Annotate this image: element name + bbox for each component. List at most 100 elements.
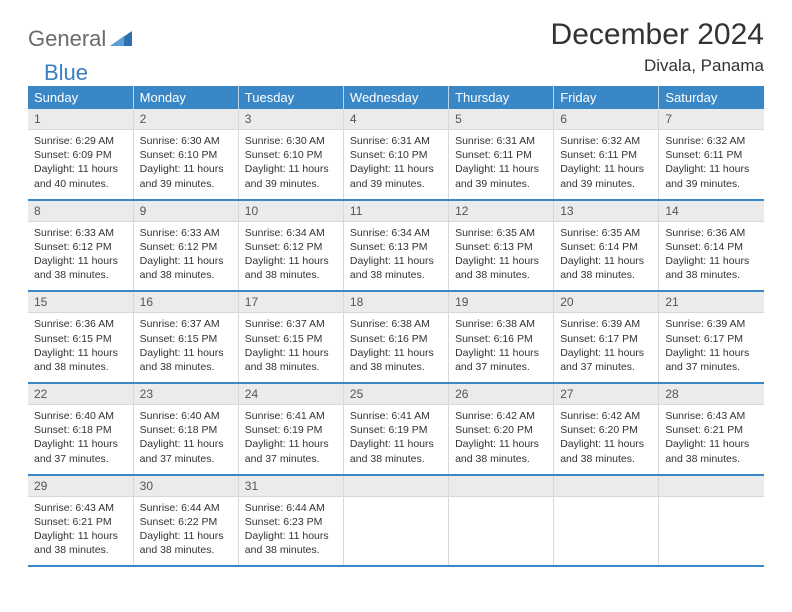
- calendar-day-cell: 7Sunrise: 6:32 AMSunset: 6:11 PMDaylight…: [659, 109, 764, 200]
- day-details: Sunrise: 6:42 AMSunset: 6:20 PMDaylight:…: [554, 405, 658, 474]
- day-details: Sunrise: 6:34 AMSunset: 6:13 PMDaylight:…: [344, 222, 448, 291]
- calendar-day-cell: 4Sunrise: 6:31 AMSunset: 6:10 PMDaylight…: [343, 109, 448, 200]
- page-header: General December 2024 Divala, Panama: [28, 18, 764, 76]
- calendar-day-cell: 22Sunrise: 6:40 AMSunset: 6:18 PMDayligh…: [28, 383, 133, 475]
- day-details: Sunrise: 6:40 AMSunset: 6:18 PMDaylight:…: [134, 405, 238, 474]
- month-title: December 2024: [551, 18, 764, 52]
- day-number: 4: [344, 109, 448, 130]
- calendar-day-cell: 17Sunrise: 6:37 AMSunset: 6:15 PMDayligh…: [238, 291, 343, 383]
- day-number: 25: [344, 384, 448, 405]
- day-number: 19: [449, 292, 553, 313]
- calendar-page: General December 2024 Divala, Panama Blu…: [0, 0, 792, 567]
- day-number: 15: [28, 292, 133, 313]
- day-details: Sunrise: 6:30 AMSunset: 6:10 PMDaylight:…: [134, 130, 238, 199]
- calendar-day-cell: 18Sunrise: 6:38 AMSunset: 6:16 PMDayligh…: [343, 291, 448, 383]
- title-block: December 2024 Divala, Panama: [551, 18, 764, 76]
- day-details: Sunrise: 6:33 AMSunset: 6:12 PMDaylight:…: [28, 222, 133, 291]
- calendar-day-cell: 26Sunrise: 6:42 AMSunset: 6:20 PMDayligh…: [449, 383, 554, 475]
- calendar-day-cell: 14Sunrise: 6:36 AMSunset: 6:14 PMDayligh…: [659, 200, 764, 292]
- brand-logo: General: [28, 26, 134, 52]
- day-details: Sunrise: 6:36 AMSunset: 6:14 PMDaylight:…: [659, 222, 764, 291]
- day-number: 8: [28, 201, 133, 222]
- calendar-week-row: 1Sunrise: 6:29 AMSunset: 6:09 PMDaylight…: [28, 109, 764, 200]
- day-number: 24: [239, 384, 343, 405]
- day-number: 5: [449, 109, 553, 130]
- calendar-week-row: 8Sunrise: 6:33 AMSunset: 6:12 PMDaylight…: [28, 200, 764, 292]
- calendar-day-cell: 13Sunrise: 6:35 AMSunset: 6:14 PMDayligh…: [554, 200, 659, 292]
- day-number: 14: [659, 201, 764, 222]
- calendar-day-cell: 6Sunrise: 6:32 AMSunset: 6:11 PMDaylight…: [554, 109, 659, 200]
- calendar-body: 1Sunrise: 6:29 AMSunset: 6:09 PMDaylight…: [28, 109, 764, 566]
- day-number: 30: [134, 476, 238, 497]
- calendar-day-cell: 12Sunrise: 6:35 AMSunset: 6:13 PMDayligh…: [449, 200, 554, 292]
- calendar-day-cell: 19Sunrise: 6:38 AMSunset: 6:16 PMDayligh…: [449, 291, 554, 383]
- weekday-header: Wednesday: [343, 86, 448, 109]
- day-details: Sunrise: 6:36 AMSunset: 6:15 PMDaylight:…: [28, 313, 133, 382]
- calendar-day-cell: 25Sunrise: 6:41 AMSunset: 6:19 PMDayligh…: [343, 383, 448, 475]
- calendar-day-cell: 5Sunrise: 6:31 AMSunset: 6:11 PMDaylight…: [449, 109, 554, 200]
- calendar-week-row: 15Sunrise: 6:36 AMSunset: 6:15 PMDayligh…: [28, 291, 764, 383]
- calendar-day-cell: 16Sunrise: 6:37 AMSunset: 6:15 PMDayligh…: [133, 291, 238, 383]
- day-number: 28: [659, 384, 764, 405]
- weekday-header: Tuesday: [238, 86, 343, 109]
- day-number: 27: [554, 384, 658, 405]
- calendar-day-cell: 30Sunrise: 6:44 AMSunset: 6:22 PMDayligh…: [133, 475, 238, 567]
- calendar-day-cell: 21Sunrise: 6:39 AMSunset: 6:17 PMDayligh…: [659, 291, 764, 383]
- brand-triangle-icon: [110, 28, 132, 51]
- calendar-day-cell: 11Sunrise: 6:34 AMSunset: 6:13 PMDayligh…: [343, 200, 448, 292]
- day-number: 10: [239, 201, 343, 222]
- day-number: 2: [134, 109, 238, 130]
- day-details: Sunrise: 6:30 AMSunset: 6:10 PMDaylight:…: [239, 130, 343, 199]
- weekday-header: Thursday: [449, 86, 554, 109]
- day-details: Sunrise: 6:42 AMSunset: 6:20 PMDaylight:…: [449, 405, 553, 474]
- location-text: Divala, Panama: [551, 56, 764, 76]
- calendar-table: SundayMondayTuesdayWednesdayThursdayFrid…: [28, 86, 764, 567]
- calendar-day-cell: .: [659, 475, 764, 567]
- day-number: 18: [344, 292, 448, 313]
- day-number: 6: [554, 109, 658, 130]
- calendar-day-cell: .: [554, 475, 659, 567]
- day-details: Sunrise: 6:37 AMSunset: 6:15 PMDaylight:…: [239, 313, 343, 382]
- day-details: Sunrise: 6:40 AMSunset: 6:18 PMDaylight:…: [28, 405, 133, 474]
- day-number: 20: [554, 292, 658, 313]
- day-details: Sunrise: 6:44 AMSunset: 6:22 PMDaylight:…: [134, 497, 238, 566]
- day-number: 1: [28, 109, 133, 130]
- calendar-week-row: 22Sunrise: 6:40 AMSunset: 6:18 PMDayligh…: [28, 383, 764, 475]
- day-details: Sunrise: 6:43 AMSunset: 6:21 PMDaylight:…: [28, 497, 133, 566]
- calendar-header-row: SundayMondayTuesdayWednesdayThursdayFrid…: [28, 86, 764, 109]
- day-details: Sunrise: 6:31 AMSunset: 6:11 PMDaylight:…: [449, 130, 553, 199]
- day-number: 11: [344, 201, 448, 222]
- brand-text-blue: Blue: [44, 60, 88, 86]
- day-details: Sunrise: 6:44 AMSunset: 6:23 PMDaylight:…: [239, 497, 343, 566]
- day-number: 7: [659, 109, 764, 130]
- calendar-day-cell: 8Sunrise: 6:33 AMSunset: 6:12 PMDaylight…: [28, 200, 133, 292]
- calendar-day-cell: 15Sunrise: 6:36 AMSunset: 6:15 PMDayligh…: [28, 291, 133, 383]
- day-details: Sunrise: 6:41 AMSunset: 6:19 PMDaylight:…: [344, 405, 448, 474]
- calendar-week-row: 29Sunrise: 6:43 AMSunset: 6:21 PMDayligh…: [28, 475, 764, 567]
- calendar-day-cell: .: [343, 475, 448, 567]
- day-details: Sunrise: 6:39 AMSunset: 6:17 PMDaylight:…: [659, 313, 764, 382]
- day-number: 12: [449, 201, 553, 222]
- day-details: Sunrise: 6:43 AMSunset: 6:21 PMDaylight:…: [659, 405, 764, 474]
- day-details: Sunrise: 6:41 AMSunset: 6:19 PMDaylight:…: [239, 405, 343, 474]
- day-number: 22: [28, 384, 133, 405]
- day-number: 16: [134, 292, 238, 313]
- day-number: 3: [239, 109, 343, 130]
- calendar-day-cell: 24Sunrise: 6:41 AMSunset: 6:19 PMDayligh…: [238, 383, 343, 475]
- day-details: Sunrise: 6:35 AMSunset: 6:13 PMDaylight:…: [449, 222, 553, 291]
- day-number: 29: [28, 476, 133, 497]
- day-details: Sunrise: 6:32 AMSunset: 6:11 PMDaylight:…: [554, 130, 658, 199]
- calendar-day-cell: 29Sunrise: 6:43 AMSunset: 6:21 PMDayligh…: [28, 475, 133, 567]
- calendar-day-cell: 31Sunrise: 6:44 AMSunset: 6:23 PMDayligh…: [238, 475, 343, 567]
- day-number: 17: [239, 292, 343, 313]
- day-number: 31: [239, 476, 343, 497]
- calendar-day-cell: 2Sunrise: 6:30 AMSunset: 6:10 PMDaylight…: [133, 109, 238, 200]
- day-details: Sunrise: 6:29 AMSunset: 6:09 PMDaylight:…: [28, 130, 133, 199]
- day-details: Sunrise: 6:38 AMSunset: 6:16 PMDaylight:…: [344, 313, 448, 382]
- weekday-header: Sunday: [28, 86, 133, 109]
- day-details: Sunrise: 6:38 AMSunset: 6:16 PMDaylight:…: [449, 313, 553, 382]
- calendar-day-cell: .: [449, 475, 554, 567]
- calendar-day-cell: 9Sunrise: 6:33 AMSunset: 6:12 PMDaylight…: [133, 200, 238, 292]
- calendar-day-cell: 28Sunrise: 6:43 AMSunset: 6:21 PMDayligh…: [659, 383, 764, 475]
- day-number: 23: [134, 384, 238, 405]
